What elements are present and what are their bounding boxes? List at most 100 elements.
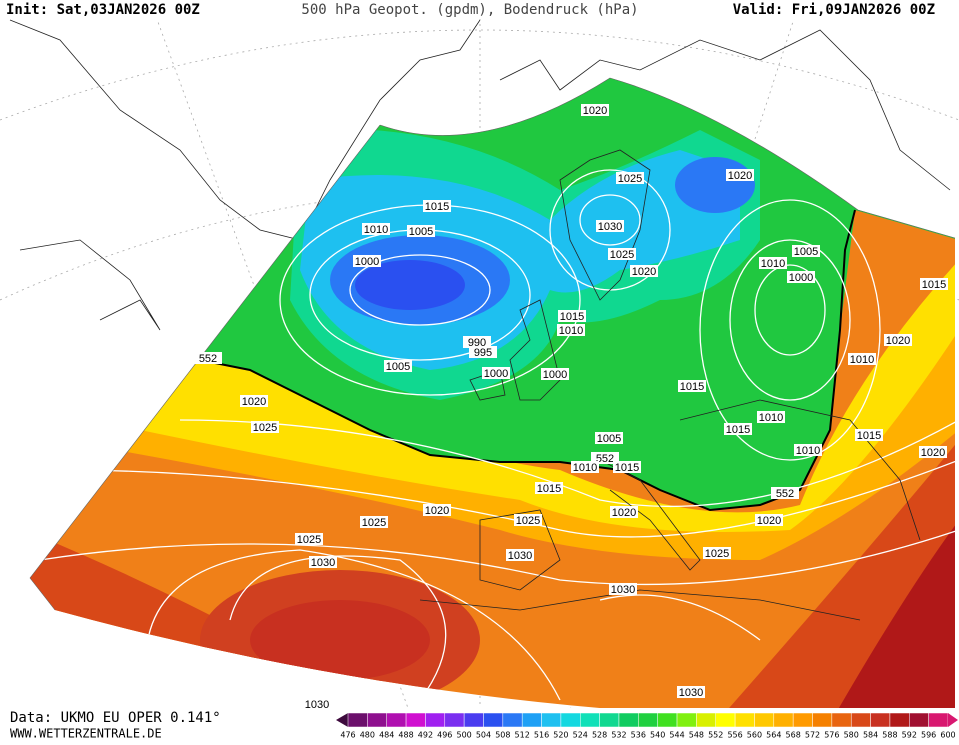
colorbar-box (792, 712, 813, 728)
colorbar-label: 476 (340, 731, 355, 740)
isobar-label-box (724, 423, 752, 435)
isobar-label: 1030 (679, 687, 703, 699)
colorbar-label: 536 (631, 731, 646, 740)
isobar-label-box (362, 223, 390, 235)
isobar-label-box (616, 172, 644, 184)
colorbar-label: 480 (360, 731, 375, 740)
colorbar-box (734, 712, 755, 728)
colorbar-label: 552 (708, 731, 723, 740)
isobar-label-box (407, 225, 435, 237)
isobar-label-box (757, 411, 785, 423)
colorbar-label: 512 (515, 731, 530, 740)
isobar-label: 552 (776, 488, 794, 500)
isobar-label-box (755, 514, 783, 526)
isobar-label-box (463, 336, 491, 348)
colorbar-label: 528 (592, 731, 607, 740)
colorbar-label: 508 (495, 731, 510, 740)
isobar-label: 1025 (705, 548, 729, 560)
isobar-label-box (596, 220, 624, 232)
colorbar-label: 560 (747, 731, 762, 740)
colorbar-box (773, 712, 794, 728)
isobar-label-box (787, 271, 815, 283)
colorbar-label: 600 (940, 731, 955, 740)
colorbar-arrow-right (948, 713, 958, 727)
isobar-label: 1000 (789, 272, 813, 284)
colorbar-box (696, 712, 716, 728)
isobar-label: 1030 (598, 221, 622, 233)
isobar-label: 1010 (573, 462, 597, 474)
isobar-label-box (194, 352, 222, 364)
isobar-label-box (423, 200, 451, 212)
colorbar-box (367, 712, 387, 728)
colorbar-label: 544 (669, 731, 684, 740)
isobar-label: 1005 (794, 246, 818, 258)
isobar-label: 1000 (543, 369, 567, 381)
colorbar-label: 492 (418, 731, 433, 740)
init-time: Init: Sat,03JAN2026 00Z (6, 2, 200, 18)
colorbar-label: 564 (766, 731, 781, 740)
isobar-label: 1005 (386, 361, 410, 373)
colorbar-box (889, 712, 910, 728)
colorbar-label: 596 (921, 731, 936, 740)
isobar-label-box (251, 421, 279, 433)
isobar-label: 1025 (516, 515, 540, 527)
isobar-label: 1030 (508, 550, 532, 562)
colorbar-box (560, 712, 581, 728)
colorbar-label: 504 (476, 731, 491, 740)
colorbar-label: 584 (863, 731, 878, 740)
colorbar-box (347, 712, 368, 728)
colorbar-box (521, 712, 542, 728)
isobar-label: 1020 (583, 105, 607, 117)
colorbar-box (657, 712, 678, 728)
colorbar-box (541, 712, 562, 728)
colorbar-box (850, 712, 871, 728)
isobar-label-box (609, 583, 637, 595)
isobar-label: 1025 (253, 422, 277, 434)
isobar-label-box (677, 686, 705, 698)
isobar-labels: 1020 1025 1020 1015 1010 1005 1030 1025 1020 1005… (194, 104, 948, 711)
colorbar-label: 568 (786, 731, 801, 740)
header-bar (0, 0, 959, 19)
site-url: WWW.WETTERZENTRALE.DE (10, 727, 162, 741)
isobar-label-box (360, 516, 388, 528)
isobar-label-box (919, 446, 947, 458)
colorbar-box (638, 712, 658, 728)
colorbar-arrow-left (336, 713, 348, 727)
colorbar-box (405, 712, 426, 728)
colorbar-label: 532 (611, 731, 626, 740)
isobar-label-box (581, 104, 609, 116)
colorbar-box (386, 712, 407, 728)
isobar-label: 1025 (618, 173, 642, 185)
isobar-label-box (384, 360, 412, 372)
isobar-label: 1010 (850, 354, 874, 366)
isobar-label: 1025 (610, 249, 634, 261)
isobar-label-box (353, 255, 381, 267)
isobar-label: 1015 (726, 424, 750, 436)
colorbar-label: 496 (437, 731, 452, 740)
isobar-label: 1030 (305, 699, 329, 711)
isobar-label: 552 (596, 453, 614, 465)
colorbar-box (831, 712, 852, 728)
isobar-label-box (469, 346, 497, 358)
data-source: Data: UKMO EU OPER 0.141° (10, 710, 221, 726)
colorbar-label: 548 (689, 731, 704, 740)
isobar-label: 1030 (311, 557, 335, 569)
isobar-label: 1010 (364, 224, 388, 236)
colorbar-box (502, 712, 523, 728)
colorbar: 476 480 484 488 492 496 500 504 508 512 516 520 524 5… (336, 712, 958, 740)
isobar-label: 1015 (560, 311, 584, 323)
isobar-label-box (295, 533, 323, 545)
isobar-label-box (535, 482, 563, 494)
isobar-label: 1005 (409, 226, 433, 238)
colorbar-box (483, 712, 504, 728)
isobar-label: 1025 (362, 517, 386, 529)
isobar-label-box (610, 506, 638, 518)
isobar-label: 1000 (484, 368, 508, 380)
isobar-label-box (595, 432, 623, 444)
isobar-label-box (678, 380, 706, 392)
colorbar-label: 592 (902, 731, 917, 740)
isobar-label: 1015 (680, 381, 704, 393)
isobar-label: 1005 (597, 433, 621, 445)
isobar-label: 552 (199, 353, 217, 365)
